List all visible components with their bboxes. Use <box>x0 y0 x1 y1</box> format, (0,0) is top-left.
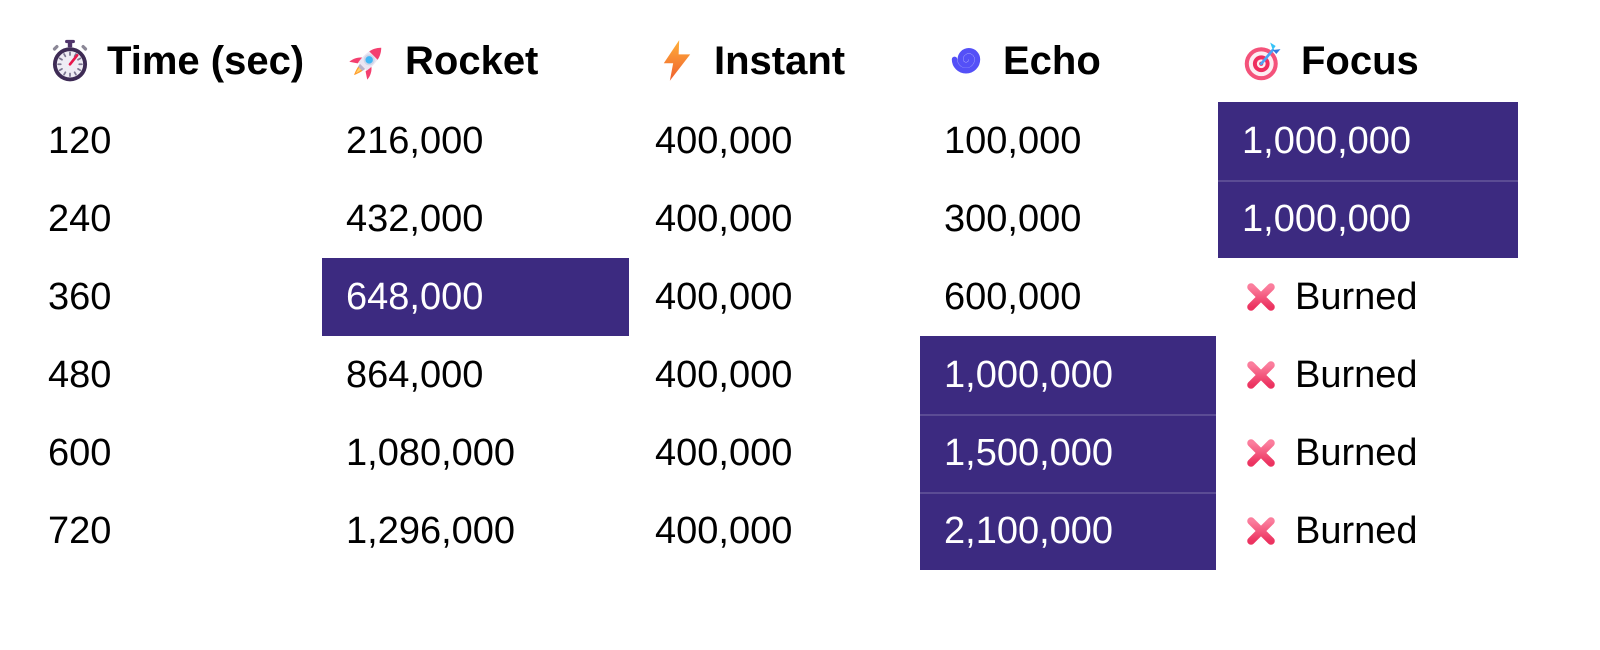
column-header-time: Time (sec) <box>48 20 322 102</box>
column-header-rocket: Rocket <box>322 20 631 102</box>
time-cell: 600 <box>48 414 322 492</box>
highlighted-value-chip: 648,000 <box>322 258 629 336</box>
time-value: 360 <box>48 275 112 318</box>
cross-mark-icon <box>1242 278 1280 316</box>
time-cell: 120 <box>48 102 322 180</box>
cell-value: 300,000 <box>944 197 1082 240</box>
column-header-label: Echo <box>1003 38 1101 83</box>
column-header-focus: Focus <box>1218 20 1520 102</box>
rocket-cell: 1,296,000 <box>322 492 631 570</box>
rocket-icon <box>349 47 382 80</box>
burned-badge: Burned <box>1242 510 1418 553</box>
highlighted-value-chip: 1,000,000 <box>1218 180 1518 258</box>
cell-value: 400,000 <box>655 197 793 240</box>
focus-cell: Burned <box>1218 492 1520 570</box>
rocket-cell: 216,000 <box>322 102 631 180</box>
burned-badge: Burned <box>1242 354 1418 397</box>
burned-badge: Burned <box>1242 432 1418 475</box>
cell-value: 1,296,000 <box>346 509 516 552</box>
column-header-label: Focus <box>1301 38 1419 83</box>
focus-cell: Burned <box>1218 414 1520 492</box>
focus-cell: 1,000,000 <box>1218 180 1520 258</box>
cell-value: 1,000,000 <box>1242 197 1412 240</box>
highlighted-value-chip: 1,000,000 <box>920 336 1216 414</box>
time-value: 240 <box>48 197 112 240</box>
cross-mark-icon <box>1242 356 1280 394</box>
focus-cell: 1,000,000 <box>1218 102 1520 180</box>
time-value: 600 <box>48 431 112 474</box>
echo-cell: 1,000,000 <box>920 336 1218 414</box>
cell-value: 432,000 <box>346 197 484 240</box>
cell-value: 400,000 <box>655 275 793 318</box>
focus-cell: Burned <box>1218 258 1520 336</box>
cell-value: 648,000 <box>346 275 484 318</box>
cell-value: 1,080,000 <box>346 431 516 474</box>
highlighted-value-chip: 1,000,000 <box>1218 102 1518 180</box>
column-header-echo: Echo <box>920 20 1218 102</box>
cell-value: 1,000,000 <box>944 353 1114 396</box>
column-header-label: Time (sec) <box>107 38 305 83</box>
time-cell: 480 <box>48 336 322 414</box>
cross-mark-icon <box>1242 434 1280 472</box>
time-cell: 360 <box>48 258 322 336</box>
cell-value: 216,000 <box>346 119 484 162</box>
cell-value: 2,100,000 <box>944 509 1114 552</box>
cell-value: 400,000 <box>655 509 793 552</box>
echo-cell: 1,500,000 <box>920 414 1218 492</box>
cell-value: 400,000 <box>655 353 793 396</box>
burned-label: Burned <box>1295 275 1418 318</box>
column-header-label: Instant <box>714 38 846 83</box>
burned-label: Burned <box>1295 431 1418 474</box>
column-header-label: Rocket <box>405 38 539 83</box>
cell-value: 600,000 <box>944 275 1082 318</box>
column-header-instant: Instant <box>631 20 920 102</box>
cyclone-icon <box>951 48 981 74</box>
echo-cell: 100,000 <box>920 102 1218 180</box>
burned-label: Burned <box>1295 509 1418 552</box>
high-voltage-icon <box>663 40 691 81</box>
time-value: 480 <box>48 353 112 396</box>
rocket-cell: 1,080,000 <box>322 414 631 492</box>
burned-badge: Burned <box>1242 276 1418 319</box>
burned-label: Burned <box>1295 353 1418 396</box>
instant-cell: 400,000 <box>631 336 920 414</box>
cell-value: 100,000 <box>944 119 1082 162</box>
cell-value: 1,500,000 <box>944 431 1114 474</box>
instant-cell: 400,000 <box>631 258 920 336</box>
rocket-cell: 432,000 <box>322 180 631 258</box>
instant-cell: 400,000 <box>631 102 920 180</box>
time-value: 720 <box>48 509 112 552</box>
cell-value: 1,000,000 <box>1242 119 1412 162</box>
direct-hit-icon <box>1244 42 1281 81</box>
echo-cell: 600,000 <box>920 258 1218 336</box>
cell-value: 400,000 <box>655 431 793 474</box>
echo-cell: 2,100,000 <box>920 492 1218 570</box>
table: Time (sec) Rocket <box>48 20 1520 570</box>
stopwatch-icon <box>52 39 88 82</box>
echo-cell: 300,000 <box>920 180 1218 258</box>
time-cell: 720 <box>48 492 322 570</box>
cell-value: 864,000 <box>346 353 484 396</box>
focus-cell: Burned <box>1218 336 1520 414</box>
highlighted-value-chip: 1,500,000 <box>920 414 1216 492</box>
rocket-cell: 864,000 <box>322 336 631 414</box>
cell-value: 400,000 <box>655 119 793 162</box>
time-value: 120 <box>48 119 112 162</box>
highlighted-value-chip: 2,100,000 <box>920 492 1216 570</box>
rocket-cell: 648,000 <box>322 258 631 336</box>
time-cell: 240 <box>48 180 322 258</box>
cross-mark-icon <box>1242 512 1280 550</box>
instant-cell: 400,000 <box>631 180 920 258</box>
instant-cell: 400,000 <box>631 414 920 492</box>
instant-cell: 400,000 <box>631 492 920 570</box>
